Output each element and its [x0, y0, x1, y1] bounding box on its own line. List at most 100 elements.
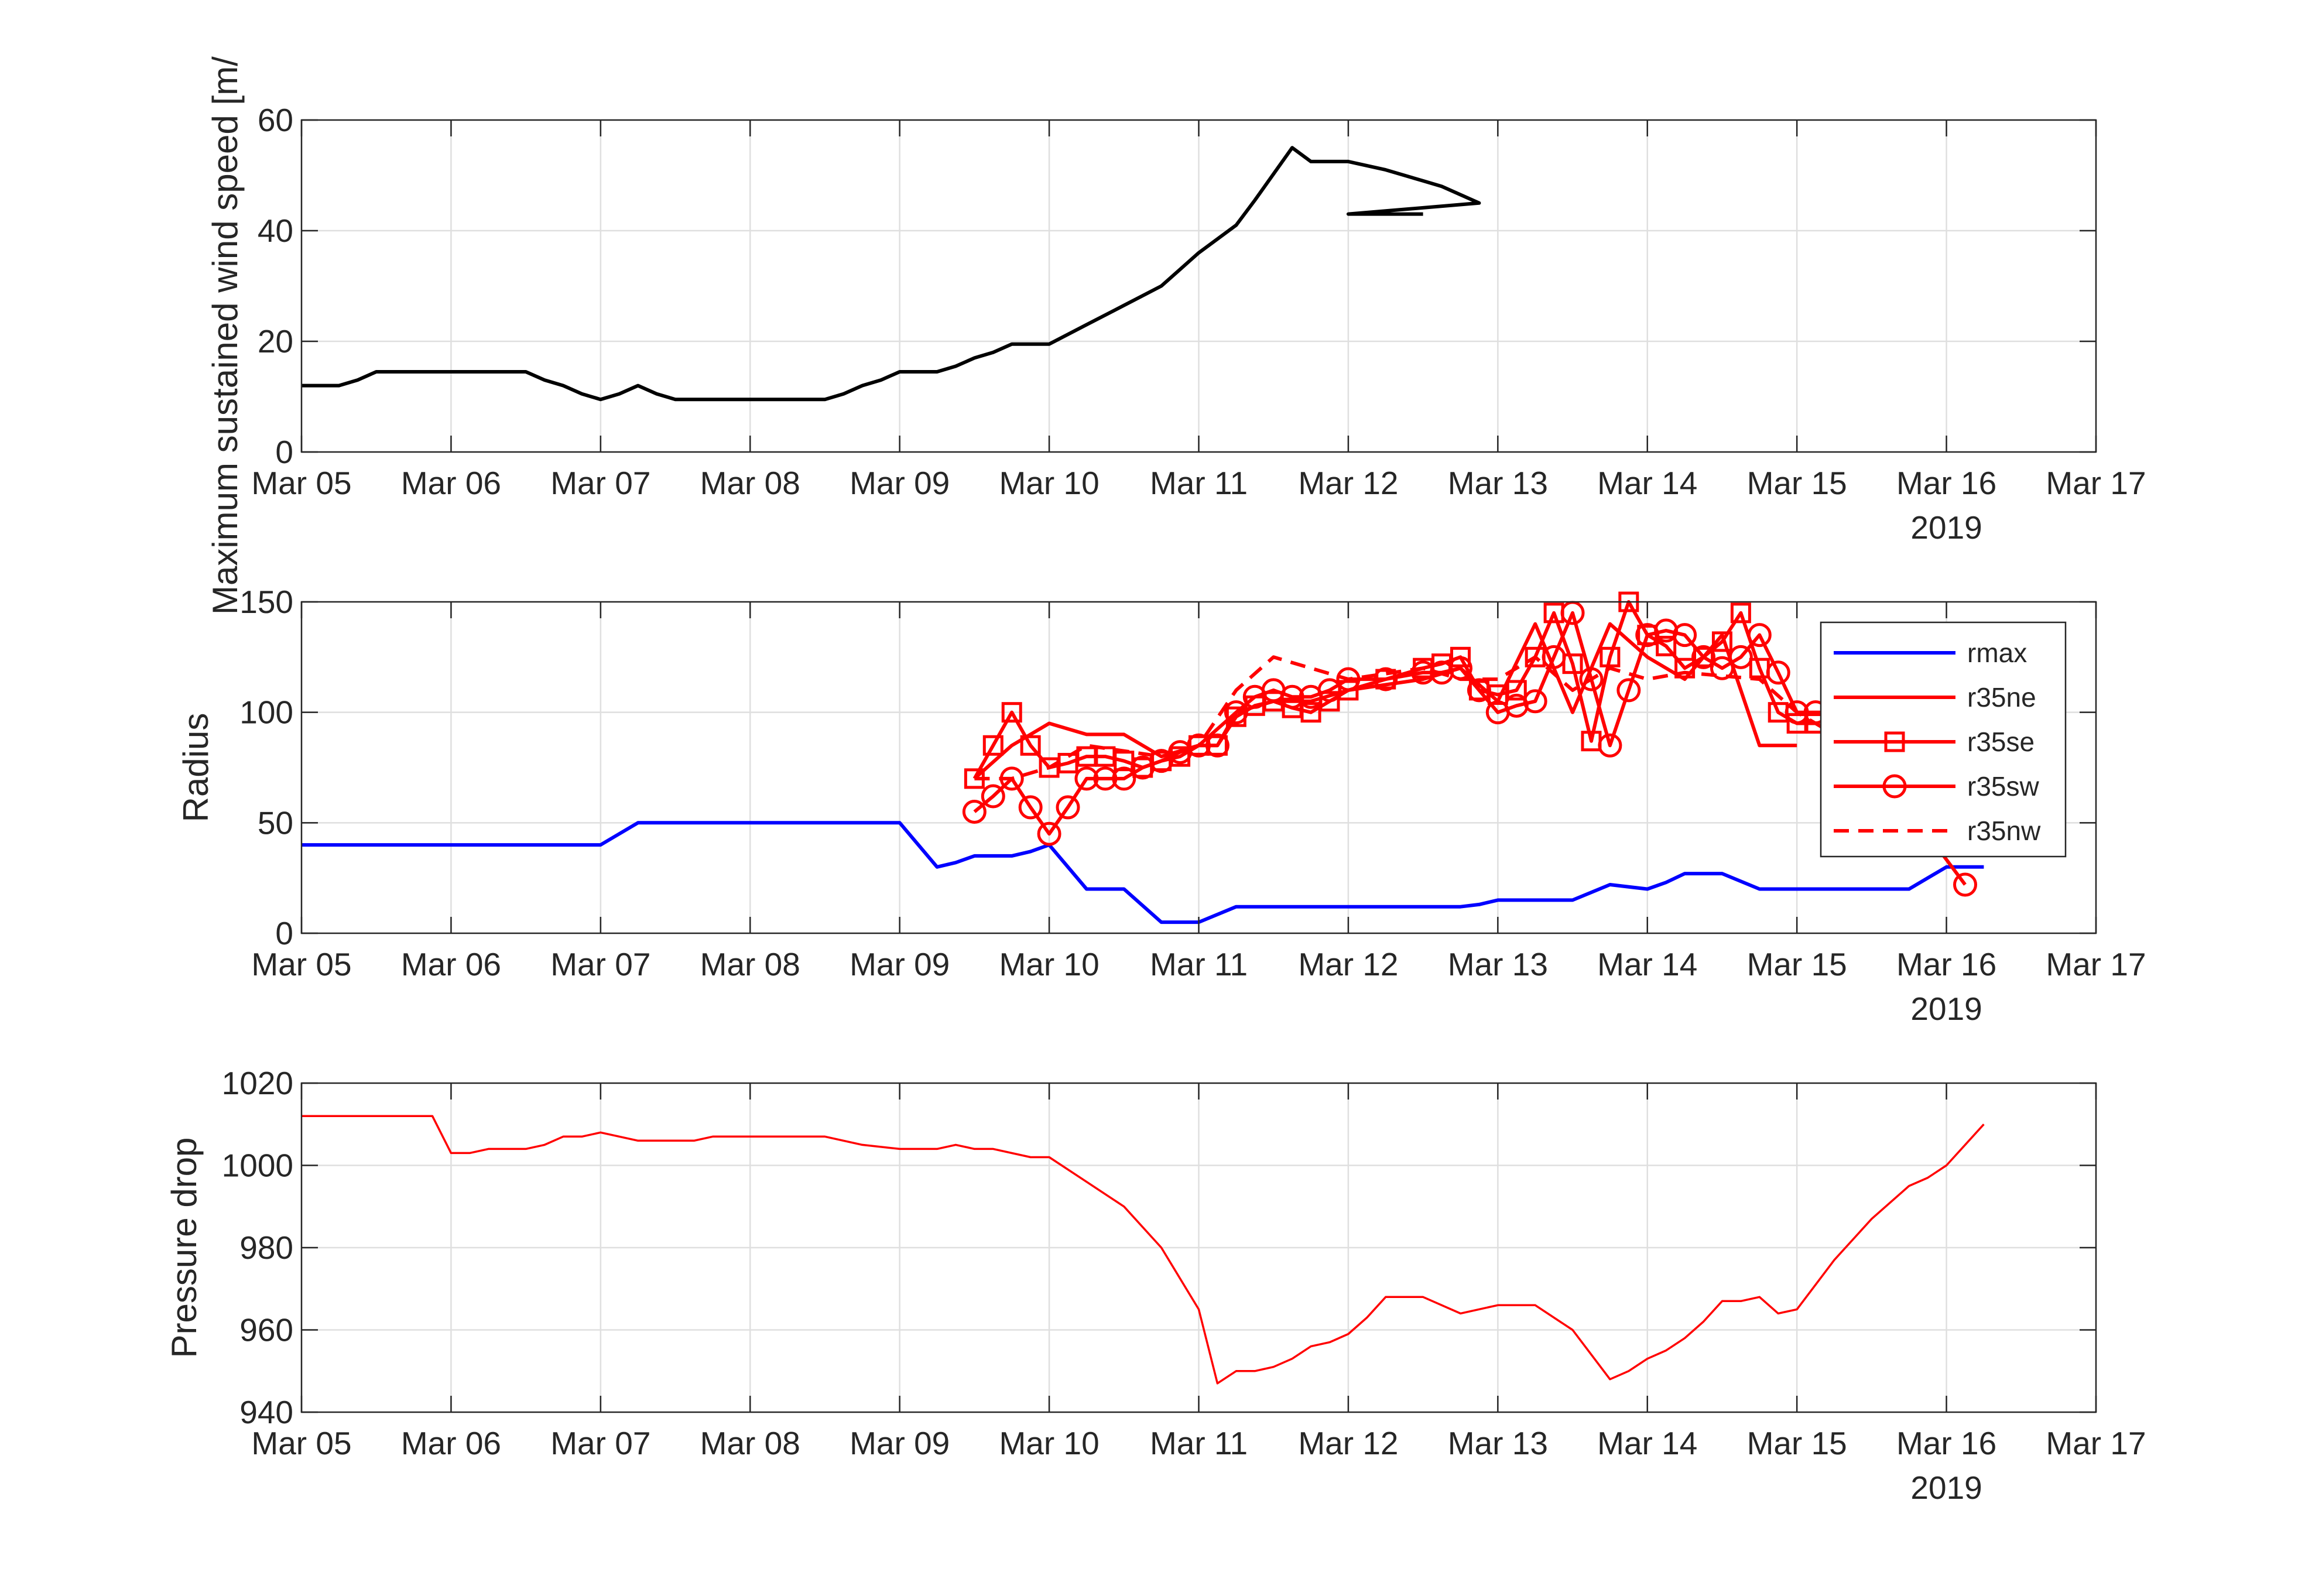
- series-r35sw-marker: [962, 799, 987, 824]
- series-r35sw-marker: [1710, 656, 1734, 680]
- y-tick-label: 0: [275, 915, 293, 951]
- series-r35sw-marker: [1093, 766, 1118, 791]
- x-tick-label: Mar 07: [550, 946, 650, 982]
- x-tick-label: Mar 17: [2046, 465, 2146, 501]
- pressure-panel: Mar 05 Mar 06 Mar 07 Mar 08 Mar 09 Mar 10 Mar …: [165, 1065, 2146, 1506]
- x-tick-label: Mar 15: [1747, 1425, 1847, 1461]
- x-tick-label: Mar 10: [999, 946, 1099, 982]
- x-tick-label: Mar 05: [251, 946, 351, 982]
- series-r35se-marker: [1674, 657, 1696, 679]
- legend-r35sw-label: r35sw: [1967, 771, 2039, 802]
- series-r35sw-marker: [981, 784, 1005, 809]
- series-r35sw-marker: [1280, 684, 1304, 709]
- x-tick-label: Mar 09: [850, 465, 950, 501]
- series-r35sw-marker: [1673, 623, 1697, 648]
- plot-area: [302, 591, 1984, 924]
- x-tick-label: Mar 07: [550, 1425, 650, 1461]
- x-tick-label: Mar 12: [1298, 946, 1398, 982]
- x-tick-label: Mar 09: [850, 946, 950, 982]
- radius-panel: Mar 05 Mar 06 Mar 07 Mar 08 Mar 09 Mar 10 Mar …: [176, 584, 2146, 1027]
- series-r35sw-marker: [1953, 872, 1978, 897]
- x-tick-label: Mar 14: [1597, 946, 1697, 982]
- series-r35se-marker: [982, 735, 1003, 756]
- series-r35sw-marker: [1112, 766, 1136, 791]
- x-tick-label: Mar 08: [700, 946, 800, 982]
- y-tick-label: 40: [258, 213, 293, 249]
- y-axis-label: Maximum sustained wind speed [m/: [206, 56, 245, 615]
- series-r35sw-marker: [1467, 678, 1491, 703]
- x-tick-label: Mar 06: [401, 1425, 501, 1461]
- x-tick-label: Mar 10: [999, 465, 1099, 501]
- y-tick-label: 940: [239, 1394, 293, 1430]
- x-tick-label: Mar 13: [1448, 946, 1548, 982]
- x-tick-label: Mar 05: [251, 1425, 351, 1461]
- series-r35sw-marker: [1187, 733, 1211, 758]
- y-tick-label: 60: [258, 102, 293, 138]
- series-r35sw-marker: [1542, 645, 1566, 669]
- series-r35sw-marker: [1056, 795, 1080, 820]
- x-year-label: 2019: [1910, 1470, 1982, 1506]
- series-r35sw-marker: [1374, 667, 1398, 691]
- x-tick-label: Mar 06: [401, 465, 501, 501]
- y-axis-label: Radius: [176, 713, 215, 823]
- legend-r35se-marker: [1884, 731, 1905, 752]
- legend-r35ne-label: r35ne: [1967, 682, 2036, 713]
- series-r35se-marker: [1711, 631, 1732, 652]
- plot-area: [302, 146, 1481, 402]
- series-r35se-marker: [1730, 602, 1751, 624]
- series-r35se-marker: [1450, 646, 1471, 667]
- x-tick-label: Mar 14: [1597, 1425, 1697, 1461]
- series-r35sw-marker: [1224, 700, 1248, 725]
- x-tick-label: Mar 09: [850, 1425, 950, 1461]
- x-tick-label: Mar 17: [2046, 946, 2146, 982]
- y-tick-label: 20: [258, 323, 293, 359]
- series-r35sw-marker: [1037, 821, 1061, 846]
- x-year-label: 2019: [1910, 509, 1982, 546]
- legend-r35se-label: r35se: [1967, 727, 2035, 757]
- x-tick-label: Mar 13: [1448, 465, 1548, 501]
- legend-rmax-label: rmax: [1967, 638, 2027, 668]
- series-r35sw-marker: [1411, 660, 1436, 685]
- x-tick-label: Mar 10: [999, 1425, 1099, 1461]
- series-r35se-marker: [1001, 702, 1022, 723]
- y-tick-label: 100: [239, 694, 293, 731]
- x-tick-label: Mar 15: [1747, 465, 1847, 501]
- wind-speed-panel: Mar 05 Mar 06 Mar 07 Mar 08 Mar 09 Mar 10 Mar …: [206, 56, 2146, 615]
- series-r35se-marker: [1693, 646, 1714, 667]
- x-tick-label: Mar 12: [1298, 465, 1398, 501]
- x-tick-label: Mar 08: [700, 465, 800, 501]
- series-r35sw-marker: [1317, 678, 1342, 703]
- x-tick-label: Mar 15: [1747, 946, 1847, 982]
- legend-r35nw-label: r35nw: [1967, 816, 2041, 846]
- y-tick-label: 0: [275, 434, 293, 470]
- series-r35sw-marker: [1336, 667, 1361, 691]
- legend-box: [1820, 621, 2067, 858]
- series-r35sw-marker: [1691, 645, 1716, 669]
- x-tick-label: Mar 16: [1896, 946, 1996, 982]
- series-r35se-marker: [1600, 646, 1621, 667]
- x-tick-label: Mar 14: [1597, 465, 1697, 501]
- series-r35sw-marker: [1579, 667, 1604, 691]
- x-tick-label: Mar 13: [1448, 1425, 1548, 1461]
- plot-area: [302, 1115, 1985, 1385]
- x-tick-label: Mar 07: [550, 465, 650, 501]
- series-r35nw-line: [974, 655, 1835, 780]
- series-r35se-marker: [1020, 735, 1041, 756]
- x-tick-label: Mar 06: [401, 946, 501, 982]
- series-r35sw-marker: [1747, 623, 1772, 648]
- series-r35sw-marker: [1616, 678, 1641, 703]
- legend-r35sw-marker: [1882, 774, 1907, 799]
- series-r35se-marker: [1506, 680, 1527, 701]
- series-r35sw-marker: [1018, 795, 1043, 820]
- series-line: [302, 1115, 1985, 1385]
- series-r35sw-marker: [1149, 749, 1174, 773]
- series-r35se-marker: [1656, 635, 1677, 656]
- series-line: [302, 146, 1481, 402]
- x-tick-label: Mar 12: [1298, 1425, 1398, 1461]
- x-year-label: 2019: [1910, 991, 1982, 1027]
- series-r35sw-marker: [1598, 733, 1622, 758]
- x-tick-label: Mar 11: [1150, 946, 1248, 982]
- x-tick-label: Mar 16: [1896, 465, 1996, 501]
- series-rmax-line: [302, 821, 1984, 924]
